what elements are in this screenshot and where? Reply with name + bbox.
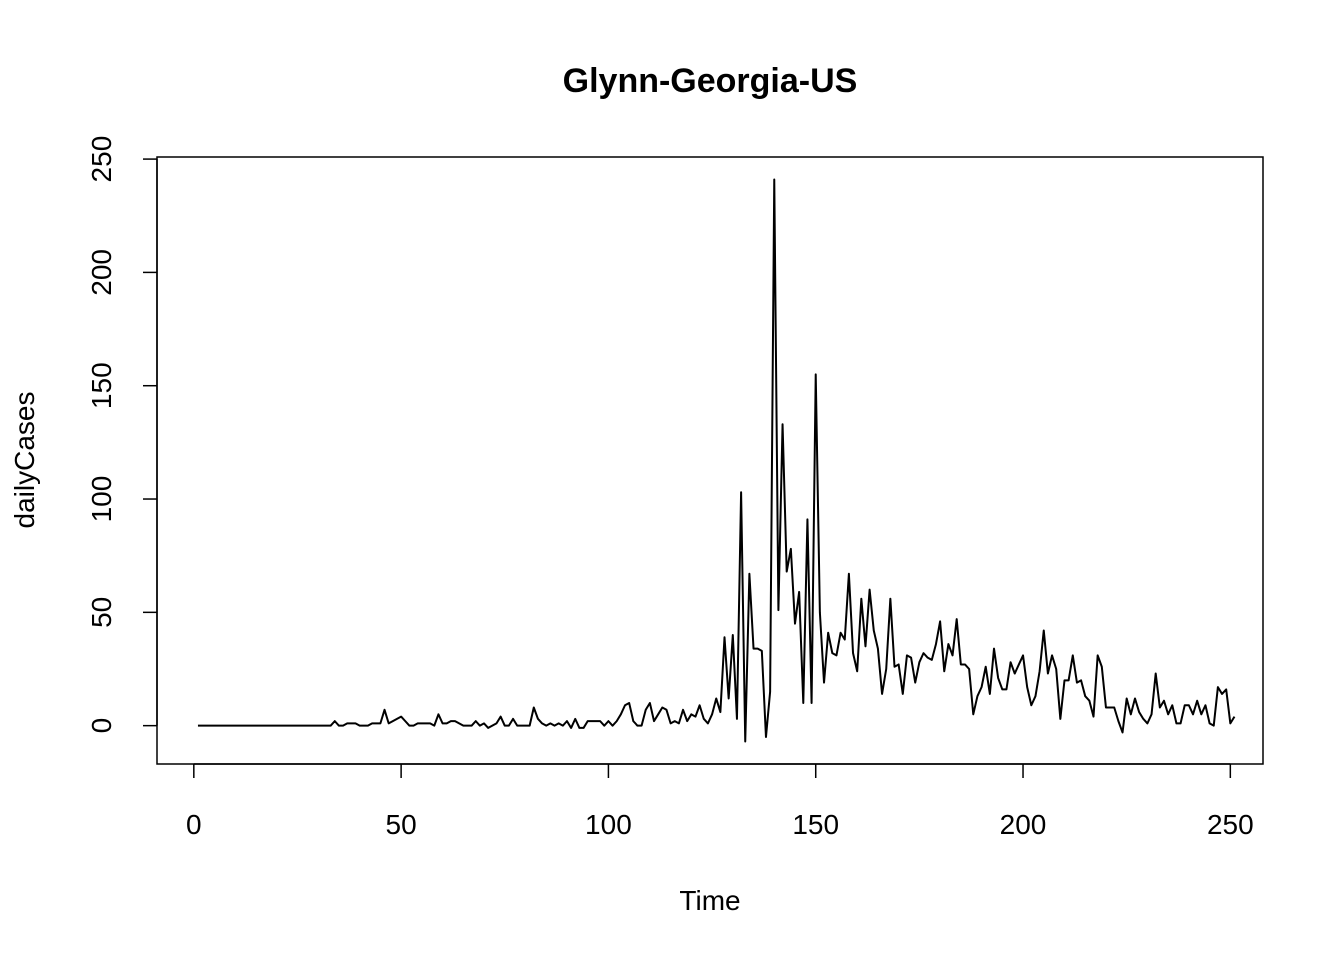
y-tick-label: 200 — [86, 249, 117, 296]
y-axis-label: dailyCases — [9, 392, 40, 529]
y-tick-label: 150 — [86, 362, 117, 409]
y-tick-label: 250 — [86, 136, 117, 183]
x-tick-label: 50 — [386, 809, 417, 840]
x-tick-label: 0 — [186, 809, 202, 840]
x-tick-label: 150 — [792, 809, 839, 840]
chart-title: Glynn-Georgia-US — [563, 62, 858, 100]
y-tick-label: 100 — [86, 476, 117, 523]
y-tick-label: 0 — [86, 718, 117, 734]
x-axis: 0 50 100 150 200 250 — [186, 763, 1254, 840]
x-tick-label: 200 — [1000, 809, 1047, 840]
x-axis-label: Time — [679, 885, 740, 916]
y-axis: 0 50 100 150 200 250 — [86, 136, 158, 734]
y-tick-label: 50 — [86, 597, 117, 628]
series-line-daily-cases — [197, 178, 1236, 743]
x-tick-label: 250 — [1207, 809, 1254, 840]
x-tick-label: 100 — [585, 809, 632, 840]
